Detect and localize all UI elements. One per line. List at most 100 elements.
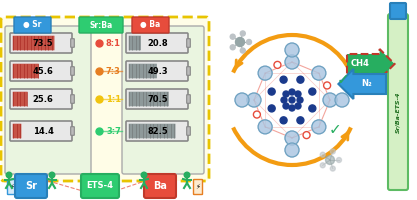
- FancyBboxPatch shape: [122, 26, 204, 174]
- Text: 8:1: 8:1: [106, 38, 121, 47]
- FancyBboxPatch shape: [347, 49, 394, 79]
- Circle shape: [268, 88, 275, 95]
- FancyBboxPatch shape: [71, 39, 74, 47]
- Text: Sr: Sr: [25, 181, 37, 191]
- Circle shape: [297, 97, 303, 103]
- Circle shape: [283, 103, 289, 109]
- FancyBboxPatch shape: [129, 124, 176, 138]
- Circle shape: [320, 152, 325, 157]
- FancyBboxPatch shape: [339, 69, 386, 99]
- Circle shape: [309, 105, 316, 112]
- Circle shape: [323, 93, 337, 107]
- Circle shape: [258, 120, 272, 134]
- Circle shape: [330, 166, 335, 171]
- FancyBboxPatch shape: [129, 36, 141, 50]
- FancyBboxPatch shape: [13, 92, 28, 106]
- Circle shape: [297, 117, 304, 124]
- Circle shape: [240, 48, 245, 53]
- FancyBboxPatch shape: [132, 17, 169, 33]
- FancyBboxPatch shape: [71, 95, 74, 103]
- Text: ● Sr: ● Sr: [23, 21, 41, 29]
- Text: 20.8: 20.8: [148, 38, 168, 47]
- Circle shape: [236, 38, 244, 46]
- FancyBboxPatch shape: [10, 89, 72, 109]
- Circle shape: [280, 76, 287, 83]
- FancyBboxPatch shape: [144, 174, 176, 198]
- Text: 25.6: 25.6: [33, 95, 53, 104]
- Circle shape: [326, 156, 334, 164]
- FancyBboxPatch shape: [193, 180, 203, 194]
- FancyBboxPatch shape: [5, 26, 91, 174]
- Circle shape: [289, 105, 295, 111]
- Text: 7:3: 7:3: [106, 66, 121, 75]
- Circle shape: [335, 93, 349, 107]
- FancyBboxPatch shape: [10, 61, 72, 81]
- FancyBboxPatch shape: [126, 121, 188, 141]
- Circle shape: [246, 40, 251, 45]
- Circle shape: [285, 131, 299, 145]
- Circle shape: [320, 163, 325, 168]
- FancyBboxPatch shape: [187, 67, 190, 75]
- Circle shape: [295, 103, 301, 109]
- Circle shape: [240, 31, 245, 36]
- FancyBboxPatch shape: [187, 39, 190, 47]
- Text: Sr/Ba-ETS-4: Sr/Ba-ETS-4: [395, 91, 400, 133]
- FancyBboxPatch shape: [81, 174, 119, 198]
- Circle shape: [254, 111, 260, 118]
- Text: Sr:Ba: Sr:Ba: [89, 21, 113, 29]
- FancyBboxPatch shape: [10, 33, 72, 53]
- Text: 49.3: 49.3: [148, 66, 168, 75]
- Circle shape: [184, 172, 190, 178]
- Circle shape: [247, 93, 261, 107]
- FancyBboxPatch shape: [1, 17, 209, 181]
- FancyBboxPatch shape: [126, 89, 188, 109]
- Circle shape: [285, 143, 299, 157]
- Circle shape: [337, 158, 342, 162]
- Text: N₂: N₂: [362, 79, 372, 88]
- Circle shape: [330, 149, 335, 154]
- Circle shape: [309, 88, 316, 95]
- Text: 3:7: 3:7: [106, 127, 121, 136]
- Text: ETS-4: ETS-4: [86, 182, 113, 190]
- FancyBboxPatch shape: [79, 17, 123, 33]
- Text: Ba: Ba: [153, 181, 167, 191]
- FancyBboxPatch shape: [129, 92, 169, 106]
- Circle shape: [258, 66, 272, 80]
- FancyBboxPatch shape: [388, 14, 408, 190]
- FancyBboxPatch shape: [71, 127, 74, 135]
- FancyBboxPatch shape: [126, 33, 188, 53]
- FancyBboxPatch shape: [187, 127, 190, 135]
- Circle shape: [285, 43, 299, 57]
- Text: 82.5: 82.5: [148, 127, 168, 136]
- Circle shape: [303, 132, 310, 139]
- Circle shape: [141, 172, 147, 178]
- Circle shape: [324, 82, 331, 89]
- FancyBboxPatch shape: [187, 95, 190, 103]
- Circle shape: [49, 172, 55, 178]
- Circle shape: [230, 34, 235, 39]
- Circle shape: [297, 76, 304, 83]
- Circle shape: [281, 97, 287, 103]
- FancyBboxPatch shape: [10, 121, 72, 141]
- Text: 45.6: 45.6: [33, 66, 53, 75]
- FancyBboxPatch shape: [13, 36, 55, 50]
- Circle shape: [230, 45, 235, 50]
- Circle shape: [285, 55, 299, 69]
- Circle shape: [6, 172, 12, 178]
- Circle shape: [274, 61, 281, 68]
- Text: ● Ba: ● Ba: [140, 21, 160, 29]
- FancyBboxPatch shape: [129, 64, 157, 78]
- Text: 1:1: 1:1: [106, 95, 121, 104]
- Text: CH4: CH4: [351, 60, 369, 68]
- Circle shape: [312, 120, 326, 134]
- Text: ⚡: ⚡: [196, 184, 201, 190]
- Text: ✓: ✓: [329, 122, 342, 138]
- FancyBboxPatch shape: [126, 61, 188, 81]
- FancyBboxPatch shape: [15, 174, 47, 198]
- Circle shape: [295, 91, 301, 97]
- FancyBboxPatch shape: [71, 67, 74, 75]
- Text: 70.5: 70.5: [148, 95, 168, 104]
- FancyBboxPatch shape: [8, 180, 17, 194]
- Text: 14.4: 14.4: [33, 127, 53, 136]
- Text: ⚡: ⚡: [10, 184, 15, 190]
